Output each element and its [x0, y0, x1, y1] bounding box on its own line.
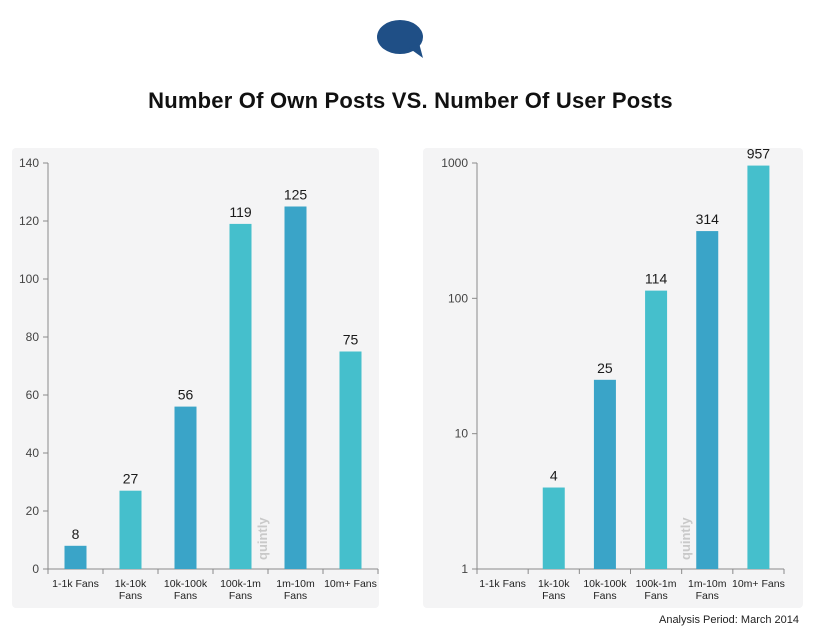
- x-tick-label: 1-1k Fans: [479, 578, 526, 590]
- x-tick-label-line: Fans: [644, 590, 667, 602]
- watermark-quintly: quintly: [255, 517, 270, 560]
- data-label: 8: [72, 526, 80, 542]
- x-tick-label-line: 1k-10k: [115, 578, 147, 590]
- data-label: 4: [550, 468, 558, 484]
- data-label: 314: [696, 211, 720, 227]
- x-tick-label-line: 10m+ Fans: [324, 578, 377, 590]
- y-tick-label: 1: [461, 562, 468, 576]
- y-tick-label: 40: [26, 446, 40, 460]
- x-tick-label-line: Fans: [284, 590, 307, 602]
- bar-0: [64, 545, 87, 569]
- y-tick-label: 1000: [441, 156, 468, 170]
- y-tick-label: 140: [19, 156, 39, 170]
- x-tick-label: 100k-1m Fans: [636, 578, 677, 602]
- x-tick-label-line: 10m+ Fans: [732, 578, 785, 590]
- x-tick-label-line: 100k-1m: [220, 578, 261, 590]
- x-tick-label-line: 1-1k Fans: [52, 578, 99, 590]
- data-label: 27: [123, 471, 139, 487]
- data-label: 957: [747, 146, 771, 162]
- data-label: 119: [229, 204, 252, 220]
- x-tick-label: 1m-10m Fans: [688, 578, 727, 602]
- bar-4: [284, 206, 307, 569]
- x-tick-label: 100k-1m Fans: [220, 578, 261, 602]
- x-tick-label: 1m-10m Fans: [276, 578, 315, 602]
- y-tick-label: 60: [26, 388, 40, 402]
- bar-3: [645, 290, 668, 569]
- x-tick-label: 10m+ Fans: [732, 578, 785, 590]
- x-tick-label-line: Fans: [696, 590, 719, 602]
- data-label: 114: [645, 271, 668, 287]
- bar-2: [174, 406, 197, 569]
- data-label: 25: [597, 360, 613, 376]
- y-tick-label: 80: [26, 330, 40, 344]
- y-tick-label: 10: [455, 427, 469, 441]
- x-tick-label-line: Fans: [229, 590, 252, 602]
- bar-5: [747, 165, 770, 569]
- y-tick-label: 120: [19, 214, 39, 228]
- y-tick-label: 100: [448, 291, 468, 305]
- bar-1: [542, 487, 565, 569]
- data-label: 56: [178, 387, 194, 403]
- x-tick-label-line: Fans: [174, 590, 197, 602]
- y-tick-label: 0: [32, 562, 39, 576]
- y-tick-label: 100: [19, 272, 39, 286]
- data-label: 125: [284, 187, 308, 203]
- x-tick-label: 1-1k Fans: [52, 578, 99, 590]
- x-tick-label-line: Fans: [542, 590, 565, 602]
- x-tick-label: 10k-100k Fans: [583, 578, 627, 602]
- x-tick-label-line: Fans: [119, 590, 142, 602]
- bar-5: [339, 351, 362, 569]
- x-tick-label: 1k-10k Fans: [538, 578, 570, 602]
- x-tick-label-line: 1m-10m: [688, 578, 727, 590]
- speech-bubble-icon: [377, 20, 423, 58]
- x-tick-label-line: Fans: [593, 590, 616, 602]
- x-tick-label-line: 10k-100k: [583, 578, 627, 590]
- data-label: 75: [343, 332, 359, 348]
- x-tick-label: 10m+ Fans: [324, 578, 377, 590]
- x-tick-label-line: 1k-10k: [538, 578, 570, 590]
- analysis-period: Analysis Period: March 2014: [658, 614, 799, 626]
- x-tick-label-line: 1-1k Fans: [479, 578, 526, 590]
- x-tick-label-line: 10k-100k: [164, 578, 208, 590]
- bar-3: [229, 223, 252, 569]
- watermark-quintly: quintly: [678, 517, 693, 560]
- x-tick-label-line: 100k-1m: [636, 578, 677, 590]
- x-tick-label: 1k-10k Fans: [115, 578, 147, 602]
- page-title: Number Of Own Posts VS. Number Of User P…: [148, 88, 673, 113]
- bar-2: [593, 379, 616, 569]
- x-tick-label: 10k-100k Fans: [164, 578, 208, 602]
- y-tick-label: 20: [26, 504, 40, 518]
- x-tick-label-line: 1m-10m: [276, 578, 315, 590]
- bar-1: [119, 490, 142, 569]
- bar-4: [696, 231, 719, 569]
